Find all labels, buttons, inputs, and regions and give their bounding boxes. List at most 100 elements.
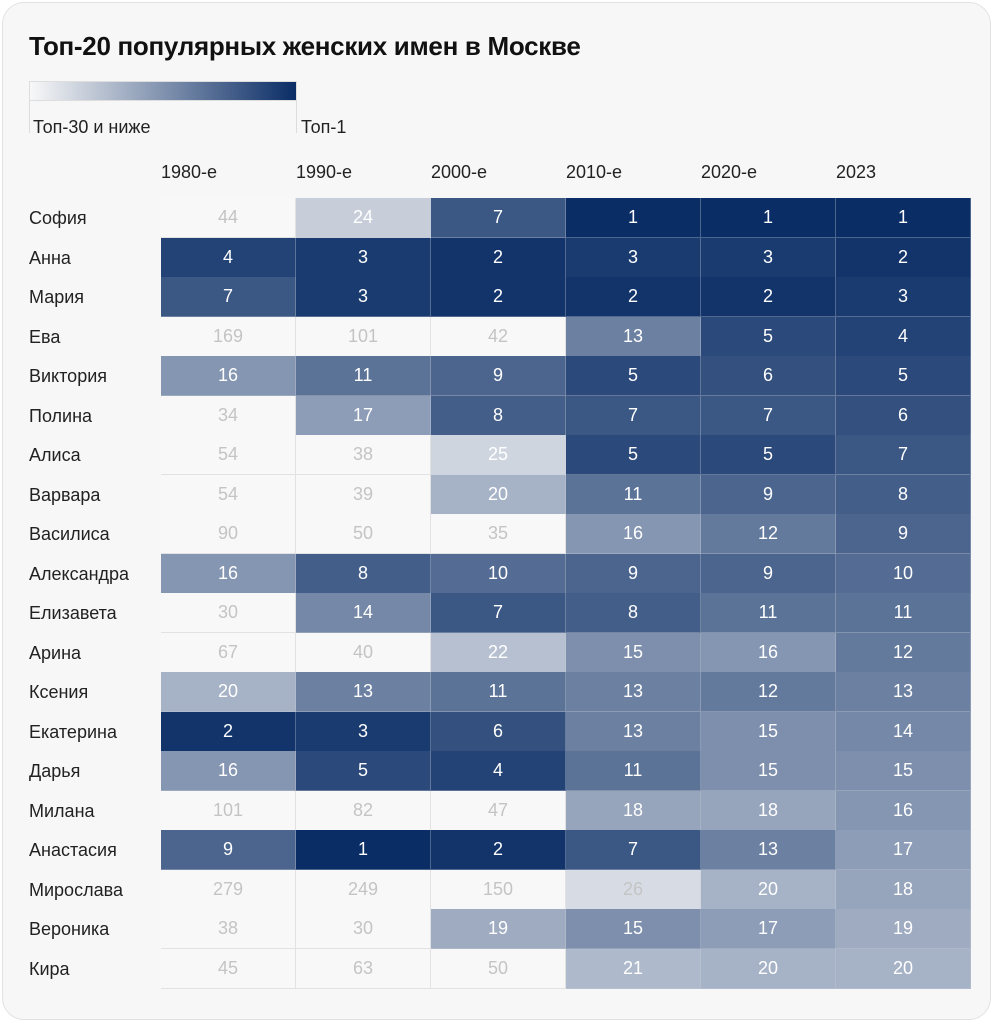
row-header: Елизавета <box>29 603 117 623</box>
heatmap-cell: 17 <box>701 909 836 949</box>
heatmap-cell: 20 <box>836 948 971 989</box>
heatmap-cell: 13 <box>566 672 701 712</box>
heatmap-cell: 9 <box>566 553 701 594</box>
heatmap-cell: 18 <box>701 790 836 831</box>
heatmap-cell: 5 <box>701 435 836 475</box>
heatmap-cell: 54 <box>161 474 296 515</box>
row-header: Александра <box>29 563 130 584</box>
heatmap-cell: 34 <box>161 395 296 436</box>
row-header: Мирослава <box>29 879 123 900</box>
chart-title: Топ-20 популярных женских имен в Москве <box>29 31 581 61</box>
heatmap-cell: 11 <box>836 593 971 633</box>
heatmap-cell: 14 <box>296 593 431 633</box>
heatmap-cell: 20 <box>431 474 566 515</box>
heatmap-cell: 7 <box>161 277 296 317</box>
heatmap-cell: 3 <box>296 277 431 317</box>
heatmap-cell: 10 <box>836 553 971 594</box>
heatmap-cell: 20 <box>161 672 296 712</box>
row-header: Варвара <box>29 484 101 505</box>
heatmap-cell: 150 <box>431 869 566 910</box>
heatmap-cell: 3 <box>296 711 431 752</box>
heatmap-cell: 18 <box>566 790 701 831</box>
heatmap-cell: 279 <box>161 869 296 910</box>
row-header: Алиса <box>29 445 81 465</box>
column-header: 2000-е <box>431 162 488 182</box>
heatmap-cell: 5 <box>566 435 701 475</box>
heatmap-cell: 101 <box>296 316 431 357</box>
heatmap-cell: 47 <box>431 790 566 831</box>
heatmap-cell: 7 <box>836 435 971 475</box>
heatmap-cell: 5 <box>566 356 701 396</box>
legend-tick-high <box>296 101 297 133</box>
heatmap-cell: 13 <box>836 672 971 712</box>
heatmap-cell: 13 <box>701 830 836 870</box>
heatmap-cell: 2 <box>701 277 836 317</box>
heatmap-cell: 11 <box>296 356 431 396</box>
heatmap-cell: 7 <box>566 830 701 870</box>
heatmap-cell: 16 <box>566 514 701 554</box>
heatmap-cell: 9 <box>161 830 296 870</box>
heatmap-cell: 38 <box>161 909 296 949</box>
heatmap-cell: 12 <box>701 672 836 712</box>
heatmap-cell: 15 <box>836 751 971 791</box>
heatmap-cell: 3 <box>836 277 971 317</box>
heatmap-cell: 8 <box>836 474 971 515</box>
heatmap-cell: 3 <box>296 237 431 278</box>
row-header: Анна <box>29 247 71 268</box>
heatmap-cell: 6 <box>431 711 566 752</box>
heatmap-cell: 101 <box>161 790 296 831</box>
heatmap-cell: 249 <box>296 869 431 910</box>
row-header: Кира <box>29 958 70 979</box>
heatmap-cell: 9 <box>701 474 836 515</box>
row-header: Милана <box>29 800 95 821</box>
heatmap-cell: 42 <box>431 316 566 357</box>
heatmap-cell: 13 <box>566 316 701 357</box>
heatmap-cell: 5 <box>296 751 431 791</box>
row-header: Виктория <box>29 366 108 386</box>
legend-low-label: Топ-30 и ниже <box>33 117 151 137</box>
heatmap-cell: 40 <box>296 632 431 673</box>
heatmap-cell: 6 <box>836 395 971 436</box>
heatmap-cell: 3 <box>701 237 836 278</box>
heatmap-cell: 63 <box>296 948 431 989</box>
heatmap-cell: 13 <box>296 672 431 712</box>
column-header: 2010-е <box>566 162 623 182</box>
heatmap-cell: 90 <box>161 514 296 554</box>
heatmap-cell: 20 <box>701 948 836 989</box>
heatmap-cell: 19 <box>836 909 971 949</box>
heatmap-cell: 14 <box>836 711 971 752</box>
row-header: Полина <box>29 405 93 426</box>
heatmap-cell: 17 <box>296 395 431 436</box>
heatmap-cell: 12 <box>701 514 836 554</box>
heatmap-cell: 44 <box>161 198 296 238</box>
heatmap-cell: 24 <box>296 198 431 238</box>
heatmap-cell: 21 <box>566 948 701 989</box>
heatmap-cell: 18 <box>836 869 971 910</box>
heatmap-cell: 11 <box>566 474 701 515</box>
heatmap-cell: 9 <box>701 553 836 594</box>
heatmap-cell: 3 <box>566 237 701 278</box>
row-header: Ксения <box>29 682 89 702</box>
column-header: 2023 <box>836 162 877 182</box>
heatmap-cell: 82 <box>296 790 431 831</box>
heatmap-cell: 7 <box>431 198 566 238</box>
heatmap-cell: 2 <box>431 237 566 278</box>
heatmap-cell: 22 <box>431 632 566 673</box>
heatmap-cell: 4 <box>161 237 296 278</box>
heatmap-cell: 15 <box>566 909 701 949</box>
row-header: Анастасия <box>29 840 117 860</box>
heatmap-cell: 15 <box>701 711 836 752</box>
heatmap-cell: 1 <box>836 198 971 238</box>
heatmap-cell: 15 <box>701 751 836 791</box>
heatmap-cell: 16 <box>161 356 296 396</box>
heatmap-cell: 11 <box>701 593 836 633</box>
heatmap-cell: 2 <box>836 237 971 278</box>
heatmap-cell: 19 <box>431 909 566 949</box>
heatmap-cell: 12 <box>836 632 971 673</box>
row-header: София <box>29 208 87 228</box>
legend-high-label: Топ-1 <box>301 117 347 137</box>
heatmap-cell: 16 <box>836 790 971 831</box>
heatmap-cell: 13 <box>566 711 701 752</box>
heatmap-cell: 67 <box>161 632 296 673</box>
heatmap-cell: 11 <box>431 672 566 712</box>
